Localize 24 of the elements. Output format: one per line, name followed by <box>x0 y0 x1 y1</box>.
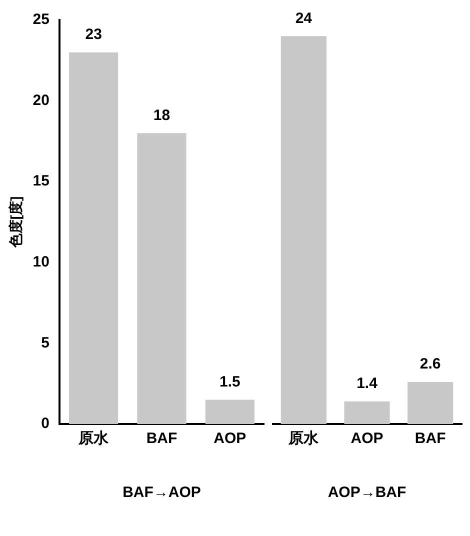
y-tick-label: 20 <box>32 92 50 109</box>
x-tick-label: AOP <box>214 430 246 448</box>
bar <box>205 400 254 424</box>
x-axis-title: AOP→BAF <box>328 484 406 502</box>
data-label: 23 <box>85 26 102 43</box>
data-label: 1.4 <box>356 375 378 392</box>
x-tick-label: BAF <box>414 430 446 448</box>
y-tick-label: 15 <box>32 172 50 190</box>
data-label: 1.5 <box>219 373 240 390</box>
x-tick-label: BAF <box>146 430 178 448</box>
data-label: 2.6 <box>420 356 441 373</box>
data-label: 18 <box>153 106 170 124</box>
x-axis-title: BAF→AOP <box>122 484 201 502</box>
y-tick-label: 25 <box>32 11 50 28</box>
bar <box>137 133 186 424</box>
x-tick-label: AOP <box>350 430 384 448</box>
y-tick-label: 5 <box>41 334 50 352</box>
bar <box>69 52 118 424</box>
data-label: 24 <box>295 10 313 27</box>
y-axis-title: 色度[度] <box>7 196 24 249</box>
x-tick-label: 原水 <box>78 430 110 448</box>
y-tick-label: 0 <box>41 415 50 432</box>
x-tick-label: 原水 <box>288 430 320 448</box>
y-tick-label: 10 <box>32 254 50 271</box>
